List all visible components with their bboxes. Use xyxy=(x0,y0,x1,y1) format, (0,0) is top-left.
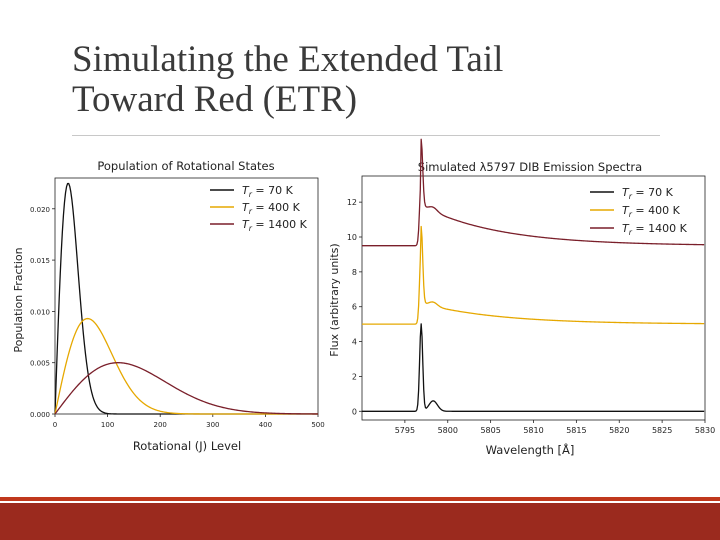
series-line-2 xyxy=(54,317,318,415)
title-divider xyxy=(72,135,660,136)
series-line-3 xyxy=(362,138,705,247)
right-chart-xlabel: Wavelength [Å] xyxy=(486,442,575,457)
y-tick-label: 4 xyxy=(352,338,357,347)
y-tick-label: 10 xyxy=(347,233,357,242)
footer-accent-line xyxy=(0,497,720,501)
y-tick-label: 12 xyxy=(347,198,357,207)
x-tick-label: 5805 xyxy=(480,426,500,435)
y-tick-label: 0.015 xyxy=(30,257,50,265)
legend-label: Tr = 400 K xyxy=(622,204,681,219)
x-tick-label: 200 xyxy=(154,421,167,429)
left-chart-series xyxy=(54,182,318,415)
left-chart-ylabel: Population Fraction xyxy=(12,247,25,352)
x-tick-label: 300 xyxy=(206,421,219,429)
footer-bar xyxy=(0,503,720,540)
x-tick-label: 500 xyxy=(311,421,324,429)
x-tick-label: 5830 xyxy=(695,426,715,435)
slide-title-line-2: Toward Red (ETR) xyxy=(72,79,358,120)
series-line-2 xyxy=(362,225,705,325)
x-tick-label: 5820 xyxy=(609,426,629,435)
x-tick-label: 5825 xyxy=(652,426,672,435)
x-tick-label: 5815 xyxy=(566,426,586,435)
left-chart-xlabel: Rotational (J) Level xyxy=(133,439,241,453)
right-chart-title: Simulated λ5797 DIB Emission Spectra xyxy=(418,160,642,174)
legend-label: Tr = 70 K xyxy=(242,184,294,199)
right-chart-ticks: 5795 5800 5805 5810 5815 5820 5825 5830 0 2 4 6 8 10 1… xyxy=(347,198,715,435)
legend-label: Tr = 1400 K xyxy=(622,222,688,237)
y-tick-label: 0.000 xyxy=(30,411,50,419)
right-chart-ylabel: Flux (arbitrary units) xyxy=(328,243,341,356)
left-chart-legend: Tr = 70 K Tr = 400 K Tr = 1400 K xyxy=(210,184,308,233)
legend-label: Tr = 70 K xyxy=(622,186,674,201)
left-chart-ticks: 0 100 200 300 400 500 0.000 0.005 0.010 0.015 0.02… xyxy=(30,206,325,429)
right-chart-legend: Tr = 70 K Tr = 400 K Tr = 1400 K xyxy=(590,186,688,237)
rotational-population-chart: Population of Rotational States 0 100 200 3… xyxy=(12,159,325,453)
slide-title: Simulating the Extended Tail Toward Red … xyxy=(72,40,672,120)
emission-spectra-chart: Simulated λ5797 DIB Emission Spectra 579… xyxy=(328,138,715,457)
x-tick-label: 5800 xyxy=(438,426,458,435)
y-tick-label: 0.010 xyxy=(30,308,50,316)
legend-label: Tr = 1400 K xyxy=(242,218,308,233)
series-line-1 xyxy=(362,323,705,412)
y-tick-label: 8 xyxy=(352,268,357,277)
y-tick-label: 0.005 xyxy=(30,360,50,368)
x-tick-label: 5795 xyxy=(395,426,415,435)
x-tick-label: 100 xyxy=(101,421,114,429)
slide-title-line-1: Simulating the Extended Tail xyxy=(72,39,504,80)
left-chart-title: Population of Rotational States xyxy=(97,159,274,173)
y-tick-label: 0 xyxy=(352,407,357,416)
x-tick-label: 0 xyxy=(53,421,57,429)
legend-label: Tr = 400 K xyxy=(242,201,301,216)
y-tick-label: 2 xyxy=(352,372,357,381)
y-tick-label: 6 xyxy=(352,303,357,312)
y-tick-label: 0.020 xyxy=(30,206,50,214)
x-tick-label: 400 xyxy=(259,421,272,429)
x-tick-label: 5810 xyxy=(523,426,543,435)
series-line-3 xyxy=(54,362,318,415)
right-chart-series xyxy=(362,138,705,412)
